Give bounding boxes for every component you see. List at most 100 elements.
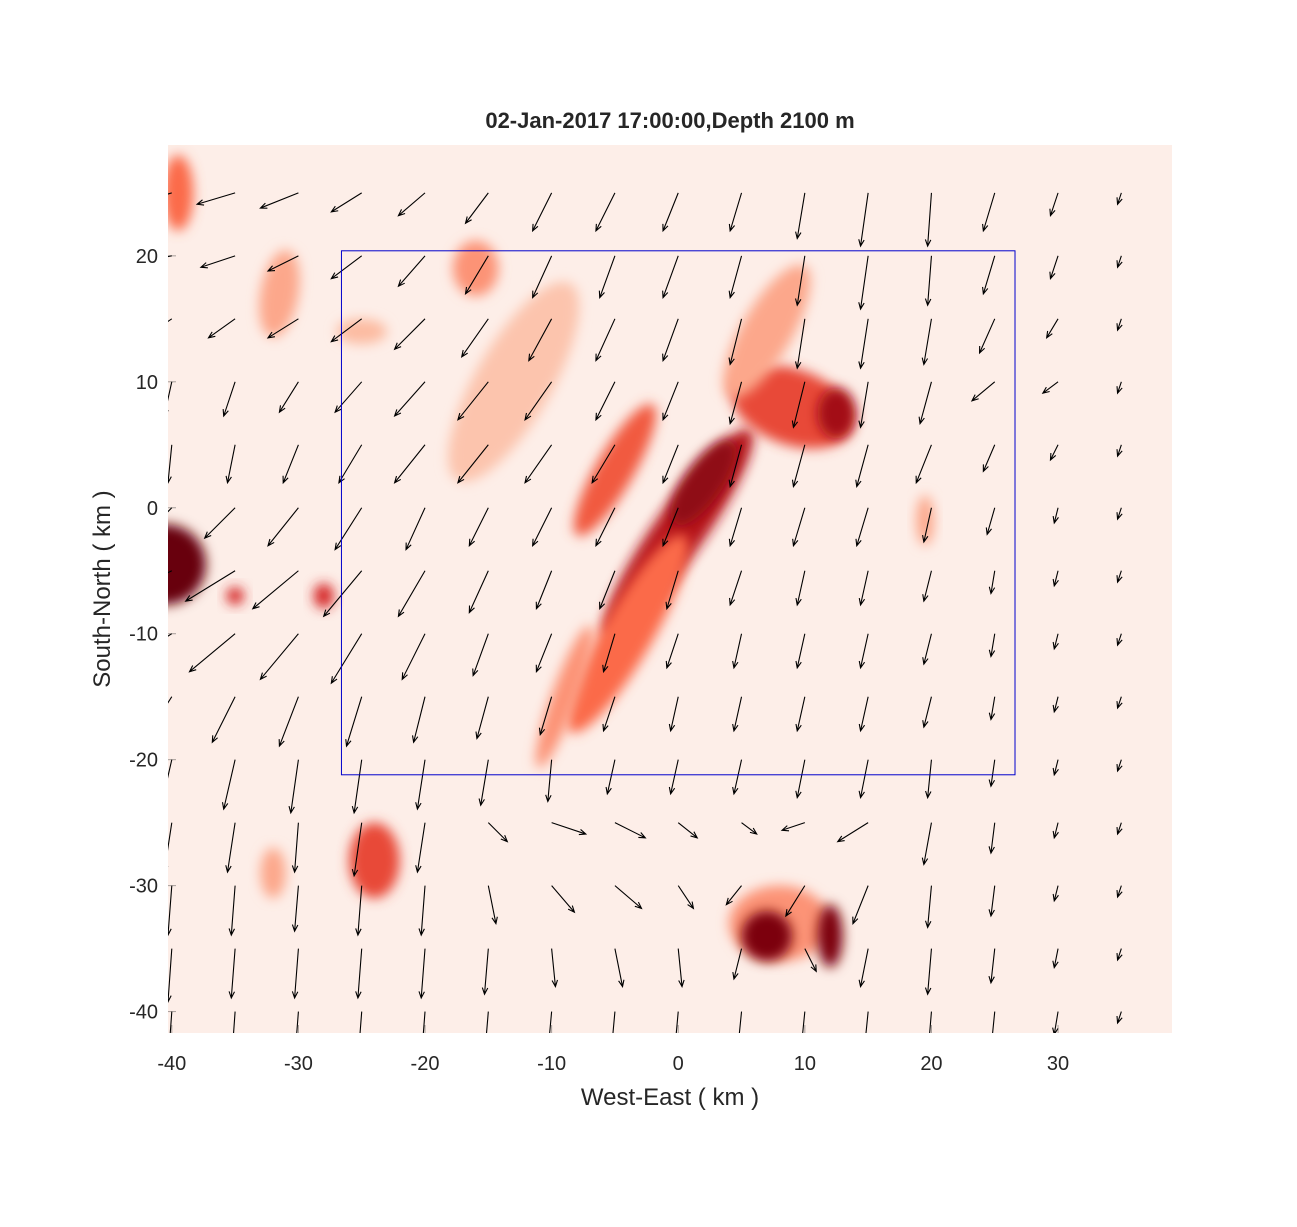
heat-layer <box>168 155 934 968</box>
arrow <box>478 759 489 807</box>
heat-blob <box>260 847 286 899</box>
heat-blob <box>670 439 737 526</box>
arrow <box>858 318 869 370</box>
arrow <box>785 885 806 918</box>
y-tick-label: -10 <box>129 624 158 646</box>
x-tick-label: 0 <box>673 1053 684 1075</box>
arrow <box>924 192 932 248</box>
arrow <box>393 444 426 484</box>
arrow <box>207 318 236 339</box>
arrow <box>988 948 996 985</box>
arrow <box>802 1011 806 1033</box>
y-tick-label: -20 <box>129 750 158 772</box>
arrow <box>804 948 817 973</box>
arrow <box>1116 1011 1123 1025</box>
arrow <box>1049 444 1059 462</box>
arrow <box>729 570 743 607</box>
arrow <box>251 570 299 610</box>
arrow <box>728 192 743 233</box>
arrow <box>925 759 932 800</box>
arrow <box>792 507 806 548</box>
arrow <box>1049 255 1059 280</box>
arrow <box>982 192 996 233</box>
arrow <box>188 633 236 673</box>
arrow <box>922 570 932 603</box>
arrow <box>1116 633 1123 647</box>
arrow <box>472 633 489 677</box>
arrow <box>614 885 643 910</box>
arrow <box>259 192 299 209</box>
y-tick-label: 20 <box>136 246 158 268</box>
arrow <box>665 633 679 670</box>
arrow <box>929 1011 932 1033</box>
arrow <box>732 633 743 670</box>
arrow <box>222 381 236 418</box>
arrow <box>487 885 498 926</box>
arrow <box>266 255 299 272</box>
arrow <box>918 381 932 425</box>
arrow <box>1116 318 1123 332</box>
arrow <box>794 255 806 307</box>
arrow <box>1052 633 1059 651</box>
arrow <box>464 192 489 225</box>
arrow <box>1116 507 1123 521</box>
arrow <box>532 255 553 299</box>
arrow <box>922 696 932 729</box>
arrow <box>1052 570 1059 588</box>
arrow <box>858 948 869 988</box>
x-tick-label: 10 <box>794 1053 816 1075</box>
arrow <box>359 1011 363 1033</box>
arrow <box>397 570 426 618</box>
arrow <box>351 759 363 815</box>
heat-blob <box>535 625 593 768</box>
arrow <box>538 696 553 737</box>
arrow <box>551 885 576 914</box>
arrow <box>199 255 236 269</box>
arrow <box>535 570 553 611</box>
heat-blob <box>259 250 300 338</box>
arrow <box>662 192 679 233</box>
arrow <box>922 633 932 666</box>
arrow <box>795 570 806 607</box>
x-tick-label: -30 <box>284 1053 313 1075</box>
arrow <box>351 822 363 878</box>
arrow <box>924 255 932 307</box>
heat-blob <box>723 264 811 399</box>
arrow <box>168 759 173 779</box>
arrow <box>225 822 236 874</box>
arrow <box>605 759 616 796</box>
arrow <box>481 948 489 996</box>
arrow <box>322 570 363 618</box>
arrow <box>169 1011 173 1033</box>
arrow <box>203 507 236 540</box>
arrow <box>988 696 996 721</box>
arrow <box>1116 444 1123 458</box>
arrow <box>418 885 426 937</box>
arrow <box>535 633 553 674</box>
arrow <box>330 633 363 685</box>
arrow <box>233 1011 236 1033</box>
heat-blob <box>226 587 244 605</box>
arrow <box>988 570 996 595</box>
heat-blob <box>452 240 499 297</box>
arrow <box>988 759 996 788</box>
x-tick-label: 20 <box>920 1053 942 1075</box>
arrow <box>168 570 173 574</box>
arrow <box>677 822 699 839</box>
arrow <box>1116 948 1123 962</box>
arrow <box>1041 381 1059 395</box>
arrow <box>921 822 932 866</box>
arrow <box>334 507 363 551</box>
arrow <box>549 1011 553 1033</box>
y-tick-label: 0 <box>147 498 158 520</box>
arrow <box>665 570 679 611</box>
heat-blob <box>448 281 580 482</box>
arrow <box>677 885 695 910</box>
arrow <box>411 696 426 744</box>
arrow <box>168 948 173 1004</box>
arrow <box>741 822 758 835</box>
arrow <box>259 633 299 681</box>
arrow <box>794 318 806 370</box>
arrow <box>595 192 616 233</box>
arrow <box>858 255 869 311</box>
